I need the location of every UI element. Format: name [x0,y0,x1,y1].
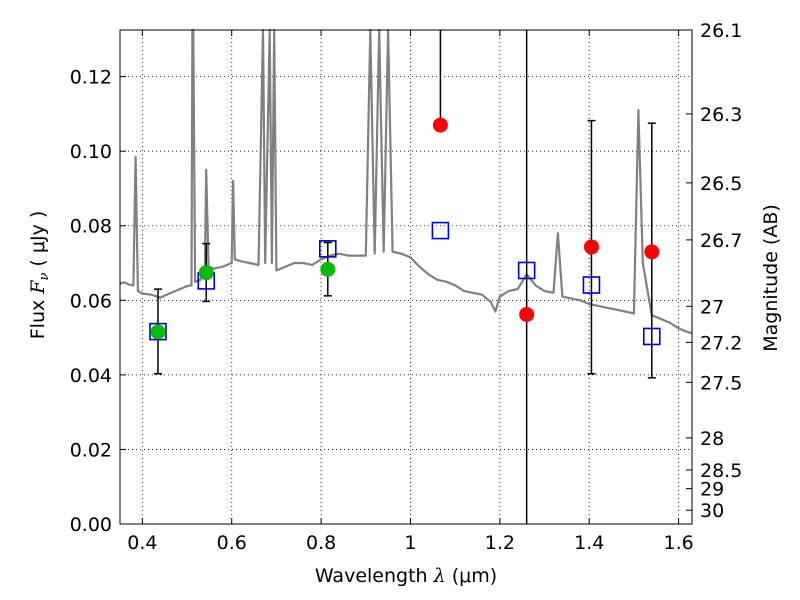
marker-layer [149,117,661,346]
mag-tick-label: 28 [700,428,724,450]
nondetected-point [583,239,599,255]
tick-layer: 0.4 0.6 0.8 1 1.2 1.4 1.6 0.00 0.02 0.04 0.06 0.08 0… [70,20,743,554]
y2-axis-label: Magnitude (AB) [760,204,782,352]
x-tick-label: 1.6 [663,532,693,554]
model-point [431,221,450,240]
x-axis-label: Wavelength λ (μm) [315,565,497,587]
x-tick-label: 0.6 [217,532,247,554]
mag-tick-label: 26.5 [700,173,742,195]
detected-point [150,324,166,340]
x-tick-label: 0.4 [127,532,157,554]
template-spectrum-line [119,28,693,335]
nondetected-point [644,244,660,260]
mag-tick-label: 29 [700,479,724,501]
y-tick-label: 0.00 [70,514,112,536]
x-tick-label: 1.4 [574,532,604,554]
model-point [149,322,167,341]
mag-tick-label: 26.7 [700,230,742,252]
mag-tick-label: 27 [700,296,724,318]
x-tick-label: 1.2 [485,532,515,554]
y-tick-label: 0.12 [70,67,112,89]
mag-tick-label: 30 [700,500,724,522]
model-point [517,261,536,280]
template-layer [119,28,693,335]
x-tick-label: 1 [404,532,416,554]
mag-tick-label: 27.5 [700,372,742,394]
y-tick-label: 0.06 [70,290,112,312]
y-tick-label: 0.04 [70,365,112,387]
detected-point [320,261,336,277]
mag-tick-label: 28.5 [700,460,742,482]
mag-tick-label: 27.2 [700,332,742,354]
nondetected-point [519,306,535,322]
detected-point [198,265,214,281]
x-tick-label: 0.8 [306,532,336,554]
mag-tick-label: 26.3 [700,104,742,126]
nondetected-point [432,117,448,133]
y-tick-label: 0.08 [70,216,112,238]
mag-tick-label: 26.1 [700,20,742,42]
plot-frame [119,29,693,525]
model-point [318,240,337,258]
y-tick-label: 0.02 [70,439,112,461]
model-point [582,276,601,294]
errorbar-layer [153,30,656,524]
y-tick-label: 0.10 [70,141,112,163]
model-point [642,327,661,346]
y-axis-label: Flux Fν ( μJy ) [27,211,52,340]
